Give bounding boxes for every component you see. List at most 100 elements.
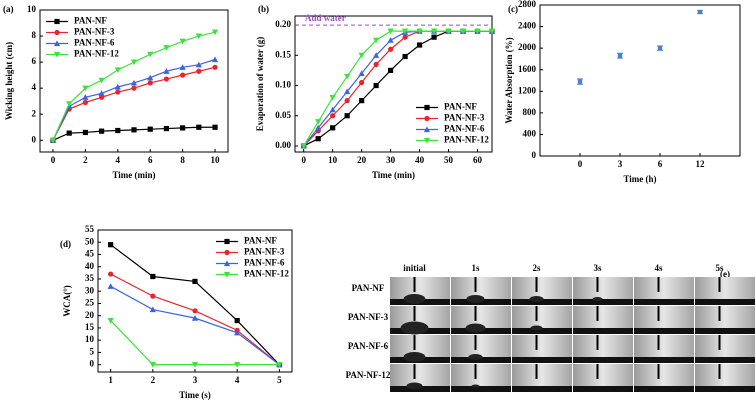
data-point <box>488 28 496 35</box>
y-tick-label: 4 <box>32 82 37 92</box>
data-point <box>98 128 105 134</box>
droplet <box>468 354 483 360</box>
legend-label: PAN-NF-3 <box>444 113 485 123</box>
legend-label: PAN-NF-12 <box>444 135 489 145</box>
data-point <box>329 106 336 113</box>
substrate <box>573 357 633 363</box>
data-point <box>358 52 365 59</box>
data-point <box>387 28 394 35</box>
data-point <box>344 98 350 104</box>
data-point <box>617 53 623 58</box>
data-point <box>195 61 202 68</box>
data-point <box>445 28 452 35</box>
data-point <box>147 51 154 58</box>
data-point <box>49 137 57 144</box>
substrate <box>512 386 572 392</box>
data-point <box>179 64 186 70</box>
y-tick-label: 30 <box>85 285 95 295</box>
y-tick-label: 0.15 <box>275 49 291 59</box>
row-label: PAN-NF-6 <box>348 341 389 351</box>
data-point <box>131 85 137 91</box>
data-point <box>315 119 322 125</box>
panel-label: (a) <box>3 4 14 14</box>
substrate <box>634 357 694 363</box>
y-tick-label: 800 <box>523 107 537 117</box>
legend-marker <box>54 18 60 25</box>
data-point <box>401 28 409 35</box>
droplet <box>406 382 423 390</box>
x-tick-label: 50 <box>444 155 454 165</box>
data-point <box>373 52 380 58</box>
legend-marker <box>224 238 230 245</box>
data-point <box>330 125 336 131</box>
data-point <box>149 362 156 368</box>
data-point <box>195 33 202 40</box>
data-point <box>344 113 350 119</box>
substrate <box>451 386 511 392</box>
column-label: 5s <box>715 263 724 273</box>
legend-marker <box>424 115 430 122</box>
droplet <box>466 295 485 303</box>
droplet <box>403 352 426 362</box>
data-point <box>329 95 336 101</box>
substrate <box>695 299 755 305</box>
y-tick-label: 0.10 <box>275 80 291 90</box>
x-tick-label: 10 <box>328 155 338 165</box>
y-tick-label: 2800 <box>518 0 537 9</box>
y-axis-label: Evaporation of water (g) <box>255 37 265 132</box>
axis-frame <box>539 4 741 157</box>
data-point <box>82 85 89 92</box>
axis-frame <box>294 15 493 153</box>
legend-marker <box>223 271 231 278</box>
column-label: initial <box>403 263 426 273</box>
data-point <box>697 9 703 15</box>
data-point <box>416 28 423 35</box>
panel-label: (e) <box>720 269 730 279</box>
panel-label: (b) <box>258 4 269 14</box>
y-tick-label: 50 <box>85 236 95 246</box>
droplet <box>530 325 543 331</box>
row-label: PAN-NF <box>352 283 385 293</box>
y-tick-label: 55 <box>85 224 95 234</box>
data-point <box>115 127 121 134</box>
x-tick-label: 4 <box>235 375 240 385</box>
x-tick-label: 0 <box>51 155 56 165</box>
y-tick-label: 25 <box>85 298 95 308</box>
x-tick-label: 8 <box>180 155 185 165</box>
substrate <box>390 386 450 392</box>
substrate <box>695 357 755 363</box>
data-point <box>373 82 379 89</box>
data-point <box>179 38 186 45</box>
legend-marker <box>423 126 431 133</box>
legend-marker <box>223 260 231 267</box>
data-point <box>234 317 240 324</box>
droplet <box>592 297 603 301</box>
data-point <box>108 242 114 248</box>
x-tick-label: 20 <box>357 155 367 165</box>
row-label: PAN-NF-12 <box>346 370 391 380</box>
data-point <box>402 53 408 60</box>
x-axis-label: Time (s) <box>179 390 211 400</box>
droplet <box>529 296 544 302</box>
droplet <box>465 323 486 333</box>
legend-label: PAN-NF-6 <box>444 124 485 134</box>
substrate <box>573 386 633 392</box>
y-axis-label: Water Absorption (%) <box>504 37 514 123</box>
data-point <box>66 101 73 107</box>
data-point <box>108 271 114 277</box>
data-point <box>114 67 121 74</box>
substrate <box>695 328 755 334</box>
data-point <box>211 56 219 63</box>
data-point <box>234 329 241 336</box>
data-point <box>192 308 198 314</box>
substrate <box>451 357 511 363</box>
legend-marker <box>54 29 60 36</box>
x-axis-label: Time (min) <box>372 170 415 180</box>
legend-marker <box>224 249 230 256</box>
data-point <box>300 143 307 150</box>
y-tick-label: 35 <box>85 273 95 283</box>
data-point <box>388 46 394 52</box>
y-tick-label: 10 <box>85 334 95 344</box>
substrate <box>634 299 694 305</box>
data-point <box>192 278 198 285</box>
